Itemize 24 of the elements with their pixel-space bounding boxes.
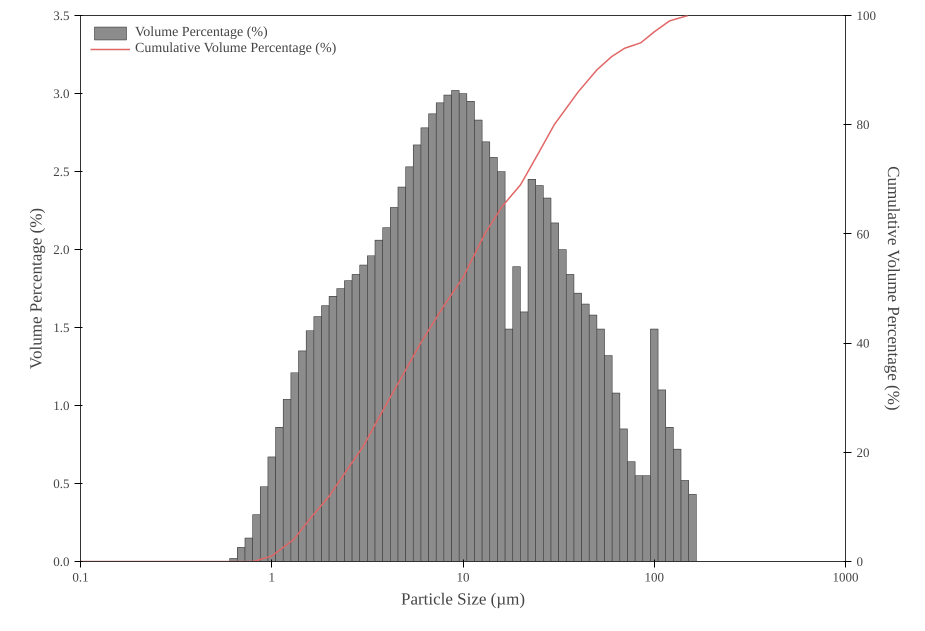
x-axis-title: Particle Size (µm)	[400, 590, 526, 608]
y-tick-label: 2.0	[53, 242, 70, 257]
y-tick-label: 0.0	[53, 554, 70, 569]
legend-label: Volume Percentage (%)	[135, 25, 268, 41]
y2-tick-label: 80	[856, 117, 870, 132]
x-tick-label: 100	[644, 570, 664, 584]
y2-axis-title: Cumulative Volume Percentage (%)	[884, 166, 903, 411]
y2-tick-label: 0	[856, 554, 863, 569]
y-tick-label: 0.5	[53, 476, 70, 491]
x-tick-label: 10	[456, 570, 470, 584]
legend-label: Cumulative Volume Percentage (%)	[135, 41, 336, 57]
x-tick-label: 1000	[832, 570, 858, 584]
y-tick-label: 2.5	[53, 164, 70, 179]
y2-tick-label: 100	[856, 8, 876, 23]
y-tick-label: 1.0	[53, 398, 70, 413]
y2-tick-label: 40	[856, 336, 870, 351]
y-tick-label: 3.0	[53, 86, 70, 101]
y-tick-label: 3.5	[53, 8, 70, 23]
y-axis-title: Volume Percentage (%)	[26, 208, 46, 370]
x-tick-label: 0.1	[72, 570, 89, 584]
y-tick-label: 1.5	[53, 320, 70, 335]
y2-tick-label: 60	[856, 226, 870, 242]
y2-tick-label: 20	[856, 444, 870, 460]
x-tick-label: 1	[268, 570, 275, 584]
